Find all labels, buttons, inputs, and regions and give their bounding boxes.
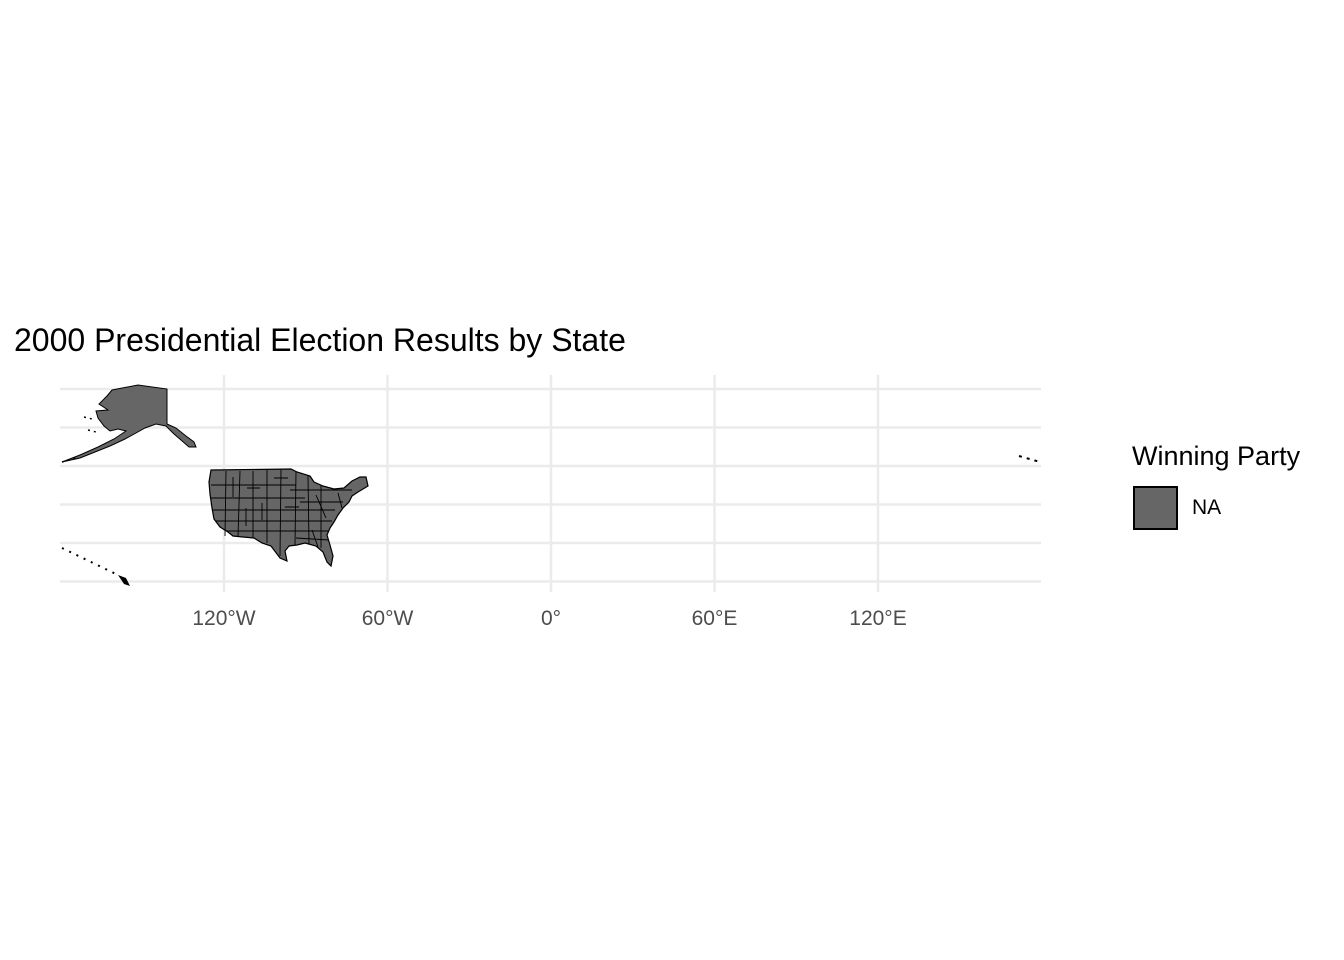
hawaii-big-island	[118, 575, 130, 586]
x-tick-label: 60°W	[361, 607, 414, 630]
state-borders	[211, 468, 352, 557]
gridlines	[60, 375, 1041, 592]
x-tick-label: 120°E	[849, 607, 907, 630]
alaska-shape	[61, 384, 197, 463]
x-tick-label: 60°E	[691, 607, 738, 630]
region-contiguous-us	[208, 468, 369, 568]
aleutian-islands	[61, 416, 97, 463]
hawaii-islands	[61, 547, 119, 576]
legend-label-na: NA	[1192, 496, 1222, 519]
remote-islands-east	[1018, 455, 1041, 463]
x-tick-label: 120°W	[192, 607, 256, 630]
x-tick-label: 0°	[540, 607, 562, 630]
legend-key-na	[1133, 486, 1178, 530]
legend-title: Winning Party	[1132, 441, 1301, 471]
region-alaska	[61, 384, 197, 463]
region-hawaii	[61, 455, 1041, 586]
map-title: 2000 Presidential Election Results by St…	[14, 322, 626, 358]
contiguous-us-shape	[208, 468, 369, 568]
